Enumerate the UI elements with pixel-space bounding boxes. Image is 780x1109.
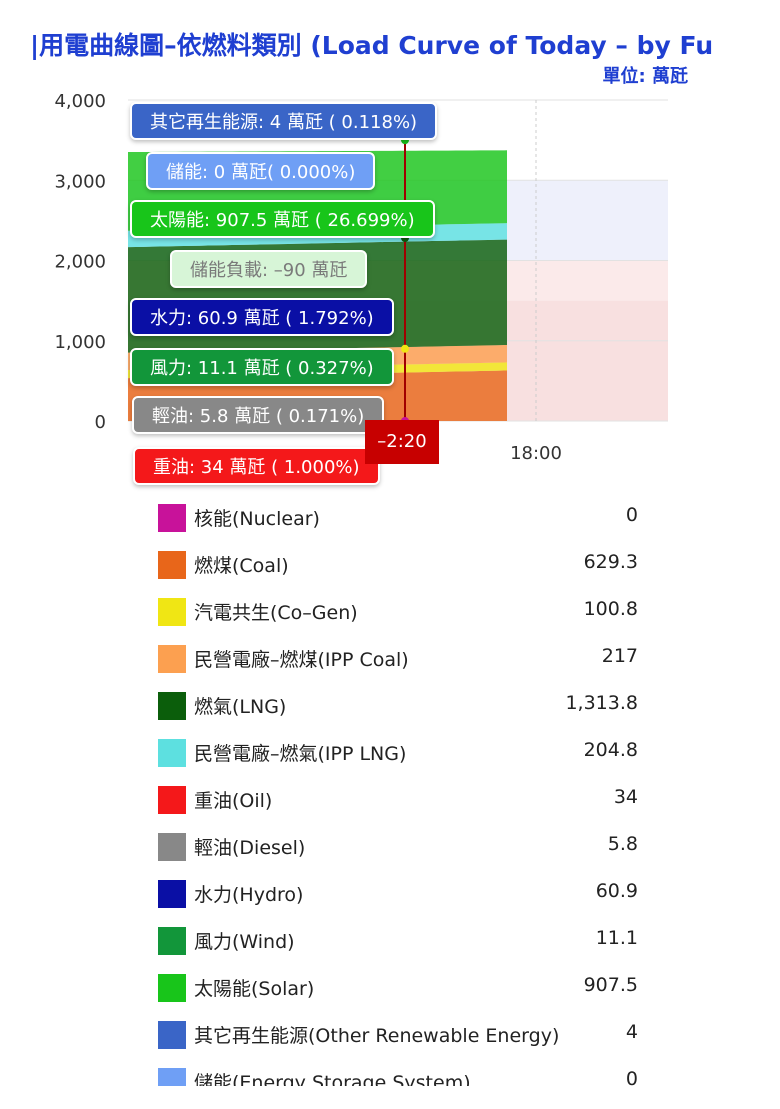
legend-value: 5.8	[607, 833, 638, 855]
legend-row[interactable]: 輕油(Diesel) 5.8	[158, 823, 638, 870]
legend-row[interactable]: 燃煤(Coal) 629.3	[158, 541, 638, 588]
legend-value: 1,313.8	[565, 692, 638, 714]
legend-value: 100.8	[583, 598, 638, 620]
y-tick-label: 0	[95, 412, 106, 433]
legend-label: 水力(Hydro)	[194, 884, 304, 906]
legend-row[interactable]: 核能(Nuclear) 0	[158, 494, 638, 541]
legend-swatch	[158, 1068, 186, 1086]
legend-row[interactable]: 太陽能(Solar) 907.5	[158, 964, 638, 1011]
cursor-dot	[401, 344, 409, 353]
legend-row[interactable]: 其它再生能源(Other Renewable Energy) 4	[158, 1011, 638, 1058]
legend-value: 0	[625, 504, 638, 526]
legend-swatch	[158, 739, 186, 767]
tooltip-item: 水力: 60.9 萬瓩 ( 1.792%)	[130, 298, 394, 336]
legend-swatch	[158, 786, 186, 814]
legend-swatch	[158, 551, 186, 579]
legend-row[interactable]: 民營電廠–燃煤(IPP Coal) 217	[158, 635, 638, 682]
legend-value: 4	[625, 1021, 638, 1043]
legend-value: 204.8	[583, 739, 638, 761]
legend-value: 629.3	[583, 551, 638, 573]
y-tick-label: 2,000	[54, 252, 106, 273]
legend-label: 其它再生能源(Other Renewable Energy)	[194, 1025, 560, 1047]
cursor-time-label: –2:20	[365, 420, 439, 464]
legend-value: 0	[625, 1068, 638, 1086]
legend-row[interactable]: 儲能(Energy Storage System) 0	[158, 1058, 638, 1086]
legend-value: 34	[613, 786, 638, 808]
legend-value: 217	[601, 645, 638, 667]
legend-swatch	[158, 1021, 186, 1049]
legend-value: 11.1	[595, 927, 638, 949]
tooltip-item: 儲能: 0 萬瓩( 0.000%)	[146, 152, 376, 190]
tooltip-item: 輕油: 5.8 萬瓩 ( 0.171%)	[132, 396, 385, 434]
legend-swatch	[158, 880, 186, 908]
legend-row[interactable]: 汽電共生(Co–Gen) 100.8	[158, 588, 638, 635]
legend-label: 儲能(Energy Storage System)	[194, 1072, 471, 1086]
legend-label: 汽電共生(Co–Gen)	[194, 602, 358, 624]
legend-swatch	[158, 598, 186, 626]
legend-label: 民營電廠–燃氣(IPP LNG)	[194, 743, 407, 765]
legend-label: 太陽能(Solar)	[194, 978, 315, 1000]
legend-label: 風力(Wind)	[194, 931, 295, 953]
legend-swatch	[158, 833, 186, 861]
legend-label: 民營電廠–燃煤(IPP Coal)	[194, 649, 409, 671]
legend-row[interactable]: 民營電廠–燃氣(IPP LNG) 204.8	[158, 729, 638, 776]
y-tick-label: 1,000	[54, 332, 106, 353]
tooltip-item: 重油: 34 萬瓩 ( 1.000%)	[133, 447, 380, 485]
y-tick-label: 3,000	[54, 171, 106, 192]
legend-row[interactable]: 水力(Hydro) 60.9	[158, 870, 638, 917]
tooltip-item: 其它再生能源: 4 萬瓩 ( 0.118%)	[130, 102, 438, 140]
legend-swatch	[158, 927, 186, 955]
legend-row[interactable]: 燃氣(LNG) 1,313.8	[158, 682, 638, 729]
legend-row[interactable]: 重油(Oil) 34	[158, 776, 638, 823]
legend-swatch	[158, 974, 186, 1002]
legend-label: 重油(Oil)	[194, 790, 273, 812]
tooltip-item: 太陽能: 907.5 萬瓩 ( 26.699%)	[130, 200, 435, 238]
chart-title: |用電曲線圖–依燃料類別 (Load Curve of Today – by F…	[30, 31, 714, 60]
x-tick-label: 18:00	[510, 443, 562, 464]
legend-label: 輕油(Diesel)	[194, 837, 306, 859]
unit-label: 單位: 萬瓩	[602, 66, 688, 87]
legend-swatch	[158, 692, 186, 720]
tooltip-item: 風力: 11.1 萬瓩 ( 0.327%)	[130, 348, 394, 386]
tooltip-item: 儲能負載: –90 萬瓩	[170, 250, 368, 288]
legend-row[interactable]: 風力(Wind) 11.1	[158, 917, 638, 964]
y-tick-label: 4,000	[54, 91, 106, 112]
legend-label: 燃煤(Coal)	[194, 555, 289, 577]
legend-label: 核能(Nuclear)	[194, 508, 320, 530]
legend-value: 907.5	[583, 974, 638, 996]
legend-swatch	[158, 645, 186, 673]
legend-swatch	[158, 504, 186, 532]
legend-table: 核能(Nuclear) 0 燃煤(Coal) 629.3 汽電共生(Co–Gen) 100…	[158, 494, 638, 1086]
legend-label: 燃氣(LNG)	[194, 696, 287, 718]
legend-value: 60.9	[595, 880, 638, 902]
